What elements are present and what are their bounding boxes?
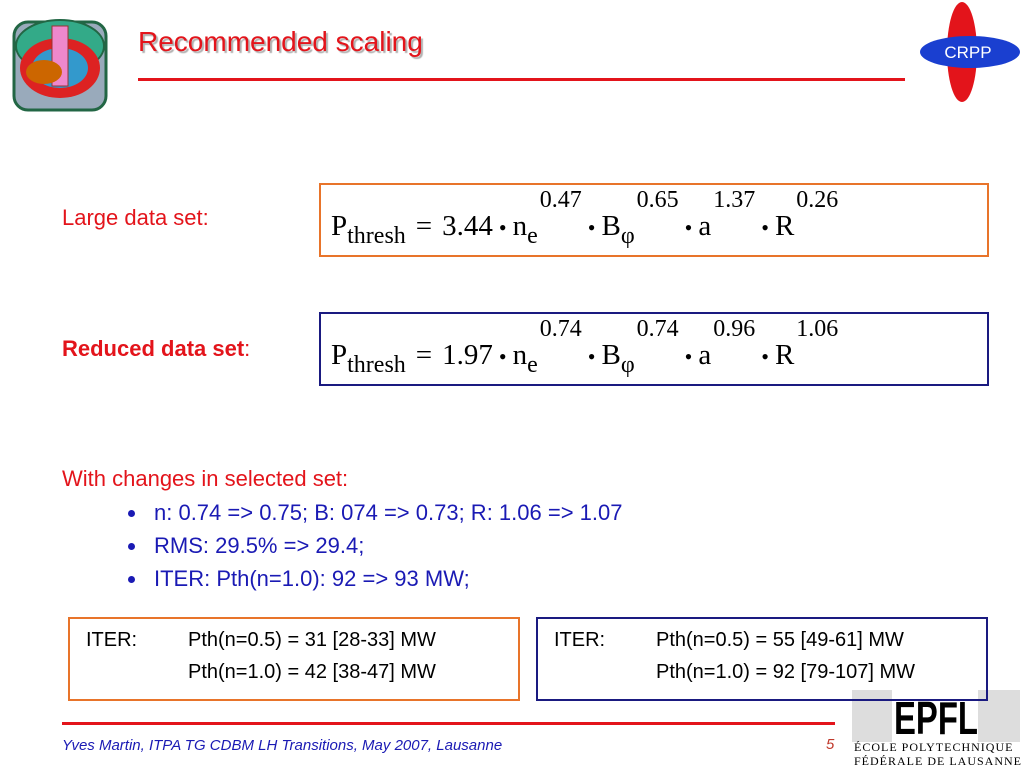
iter-line: Pth(n=0.5) = 55 [49-61] MW <box>656 629 904 651</box>
formula-label: Reduced data set: <box>62 336 250 362</box>
equals: = <box>415 339 433 371</box>
iter-box: ITER: Pth(n=0.5) = 31 [28-33] MW Pth(n=1.0… <box>68 617 520 701</box>
term-base: a <box>698 210 712 242</box>
iter-line: Pth(n=1.0) = 42 [38-47] MW <box>188 661 436 683</box>
label-text: Reduced data set <box>62 336 245 361</box>
operator: • <box>498 344 507 369</box>
operator: • <box>498 215 507 240</box>
term-exp: 0.74 <box>539 316 582 342</box>
footer-text: Yves Martin, ITPA TG CDBM LH Transitions… <box>62 737 503 754</box>
term-base: R <box>774 339 795 371</box>
term-exp: 0.47 <box>539 187 582 213</box>
epfl-line2: FÉDÉRALE DE LAUSANNE <box>854 754 1022 768</box>
term-base: R <box>774 210 795 242</box>
iter-line: Pth(n=1.0) = 92 [79-107] MW <box>656 661 916 683</box>
term-exp: 0.74 <box>636 316 679 342</box>
lhs: P <box>331 339 348 371</box>
term-base: B <box>601 339 621 371</box>
term-sub: e <box>527 223 538 249</box>
term-sub: φ <box>620 352 635 378</box>
iter-line: Pth(n=0.5) = 31 [28-33] MW <box>188 629 436 651</box>
term-base: n <box>512 210 528 242</box>
equals: = <box>415 210 433 242</box>
iter-label: ITER: <box>554 629 606 651</box>
crpp-logo: CRPP <box>920 2 1020 102</box>
iter-box: ITER: Pth(n=0.5) = 55 [49-61] MW Pth(n=1.0… <box>536 617 988 701</box>
epfl-logo: EPFL ÉCOLE POLYTECHNIQUE FÉDÉRALE DE LAU… <box>852 690 1022 768</box>
operator: • <box>761 344 769 369</box>
changes-list: n: 0.74 => 0.75; B: 074 => 0.73; R: 1.06… <box>62 496 622 595</box>
term-exp: 1.37 <box>713 187 756 213</box>
operator: • <box>761 215 769 240</box>
changes: With changes in selected set: n: 0.74 =>… <box>62 466 622 595</box>
iter-label: ITER: <box>86 629 138 651</box>
title-rule <box>138 78 905 81</box>
term-base: a <box>698 339 712 371</box>
term-sub: φ <box>620 223 635 249</box>
changes-heading: With changes in selected set: <box>62 466 349 491</box>
term-sub: e <box>527 352 538 378</box>
tokamak-icon <box>12 19 108 112</box>
formula-label: Large data set: <box>62 205 209 231</box>
lhs: P <box>331 210 348 242</box>
operator: • <box>684 215 693 240</box>
lhs-sub: thresh <box>347 352 406 378</box>
operator: • <box>684 344 693 369</box>
term-exp: 1.06 <box>796 316 839 342</box>
term-exp: 0.96 <box>713 316 756 342</box>
crpp-text: CRPP <box>944 43 991 62</box>
slide-title: Recommended scaling <box>138 26 423 57</box>
lhs-sub: thresh <box>347 223 406 249</box>
term-exp: 0.26 <box>796 187 839 213</box>
footer-rule <box>62 722 835 725</box>
term-base: n <box>512 339 528 371</box>
coefficient: 3.44 <box>442 210 493 242</box>
term-exp: 0.65 <box>636 187 679 213</box>
page-number: 5 <box>826 736 835 753</box>
change-item: n: 0.74 => 0.75; B: 074 => 0.73; R: 1.06… <box>148 496 622 529</box>
label-suffix: : <box>244 336 251 361</box>
operator: • <box>587 215 596 240</box>
term-base: B <box>601 210 621 242</box>
operator: • <box>587 344 596 369</box>
change-item: ITER: Pth(n=1.0): 92 => 93 MW; <box>148 562 622 595</box>
coefficient: 1.97 <box>442 339 493 371</box>
change-item: RMS: 29.5% => 29.4; <box>148 529 622 562</box>
label-text: Large data set: <box>62 205 209 230</box>
epfl-line1: ÉCOLE POLYTECHNIQUE <box>854 740 1013 754</box>
